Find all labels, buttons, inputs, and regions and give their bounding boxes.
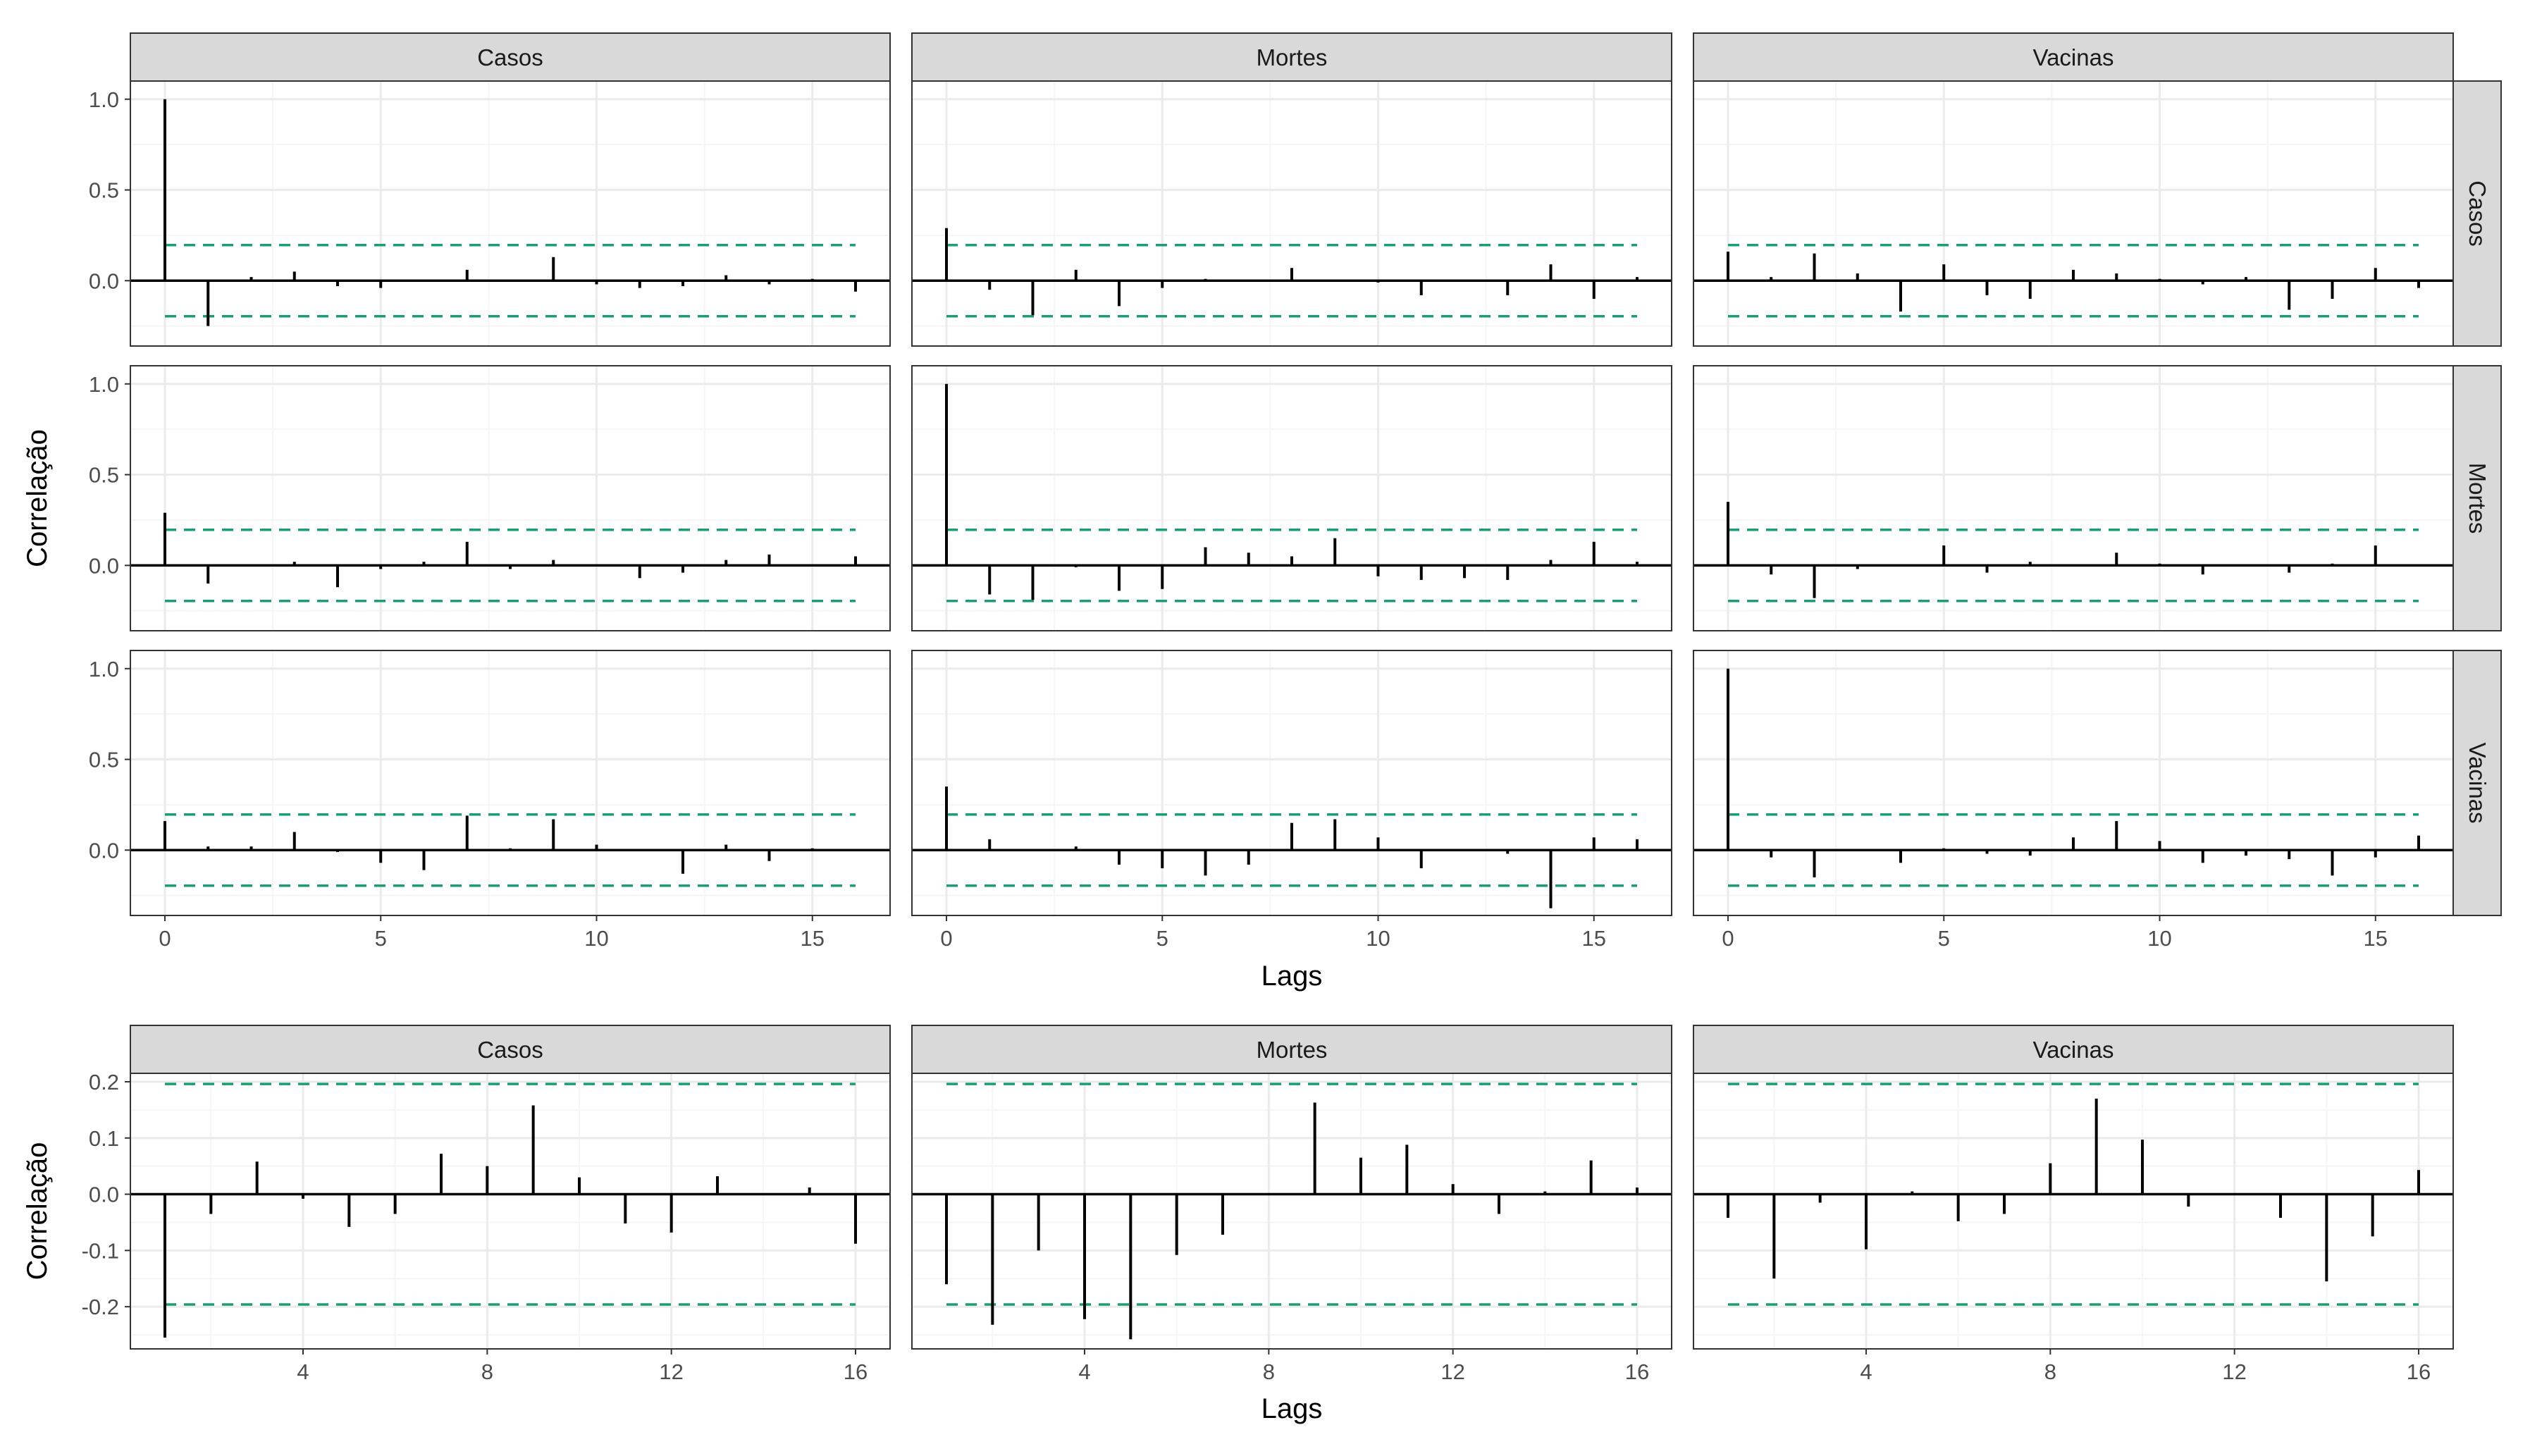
panel-mortes-mortes	[911, 365, 1672, 631]
panel-border	[911, 365, 1672, 631]
panel-border	[130, 80, 891, 347]
panel-border	[1693, 1073, 2454, 1350]
x-tick-label: 0	[1722, 926, 1734, 951]
y-axis-title: Correlação	[22, 429, 53, 567]
y-tick-label: 0.0	[89, 553, 119, 578]
x-tick-label: 10	[2147, 926, 2171, 951]
ccf-facet-grid: Casos Mortes Vacinas Casos Mortes Vacinas 0.0 0…	[22, 32, 2502, 992]
y-tick-label: 0.5	[89, 748, 119, 772]
x-tick-label: 16	[844, 1359, 868, 1384]
panel-border	[1693, 365, 2454, 631]
x-axis-title: Lags	[1261, 1393, 1323, 1424]
y-tick-label: 0.0	[89, 269, 119, 293]
panel-casos-vacinas	[1693, 80, 2454, 347]
x-tick-label: 0	[940, 926, 952, 951]
panel-background	[912, 650, 1672, 915]
x-tick-label: 16	[1625, 1359, 1649, 1384]
x-axis-title: Lags	[1261, 961, 1323, 992]
y-tick-label: 0.5	[89, 463, 119, 488]
x-tick-label: 10	[584, 926, 608, 951]
panel-background	[912, 81, 1672, 346]
panel-background	[130, 366, 890, 631]
panel-mortes-casos	[130, 365, 891, 631]
col-strip-label: Mortes	[1257, 44, 1328, 70]
y-tick-label: 1.0	[89, 657, 119, 681]
y-tick-label: 0.0	[89, 838, 119, 863]
x-tick-label: 8	[2044, 1359, 2056, 1384]
col-strip-label: Vacinas	[2033, 1037, 2114, 1063]
y-tick-label: 1.0	[89, 372, 119, 397]
panel-vacinas-mortes	[911, 650, 1672, 916]
col-strip-label: Mortes	[1257, 1037, 1328, 1063]
row-strip-casos	[2452, 80, 2502, 347]
panel-background	[912, 366, 1672, 631]
panel-vacinas-casos	[130, 650, 891, 916]
panel-mortes-vacinas	[1693, 365, 2454, 631]
panel-border	[911, 1073, 1672, 1350]
x-tick-label: 5	[375, 926, 387, 951]
panel-border	[130, 650, 891, 916]
panel-background	[1693, 366, 2453, 631]
x-tick-label: 12	[1440, 1359, 1464, 1384]
x-tick-label: 0	[159, 926, 171, 951]
col-strip-label: Vacinas	[2033, 44, 2114, 70]
x-tick-label: 10	[1366, 926, 1390, 951]
x-tick-label: 4	[1860, 1359, 1872, 1384]
panel-casos-casos	[130, 80, 891, 347]
panel-vacinas	[1693, 1073, 2454, 1350]
panel-casos-mortes	[911, 80, 1672, 347]
y-tick-label: 0.1	[89, 1126, 119, 1151]
y-tick-label: -0.1	[82, 1238, 119, 1263]
panel-background	[1693, 81, 2453, 346]
panel-border	[130, 1073, 891, 1350]
panel-border	[911, 80, 1672, 347]
panel-background	[1693, 650, 2453, 915]
x-tick-label: 4	[1078, 1359, 1090, 1384]
col-strip-casos	[130, 1025, 891, 1074]
panel-vacinas-vacinas	[1693, 650, 2454, 916]
x-tick-label: 5	[1156, 926, 1168, 951]
x-tick-label: 15	[1582, 926, 1606, 951]
x-tick-label: 16	[2407, 1359, 2431, 1384]
panel-background	[130, 650, 890, 915]
panel-border	[1693, 650, 2454, 916]
col-strip-vacinas	[1693, 1025, 2454, 1074]
x-tick-label: 15	[2364, 926, 2388, 951]
col-strip-mortes	[911, 32, 1672, 82]
col-strip-vacinas	[1693, 32, 2454, 82]
row-strip-label: Vacinas	[2464, 743, 2491, 824]
col-strip-label: Casos	[477, 44, 543, 70]
y-tick-label: 0.5	[89, 178, 119, 203]
col-strip-casos	[130, 32, 891, 82]
y-tick-label: -0.2	[82, 1295, 119, 1319]
row-strip-label: Casos	[2464, 180, 2491, 247]
row-strip-mortes	[2452, 365, 2502, 631]
row-strip-label: Mortes	[2464, 463, 2491, 534]
panel-border	[1693, 80, 2454, 347]
col-strip-mortes	[911, 1025, 1672, 1074]
x-tick-label: 15	[801, 926, 825, 951]
y-tick-label: 1.0	[89, 87, 119, 112]
y-tick-label: 0.0	[89, 1183, 119, 1207]
x-tick-label: 12	[2222, 1359, 2246, 1384]
x-tick-label: 12	[659, 1359, 683, 1384]
pacf-facet-row: Casos Mortes Vacinas -0.2 -0.1 0.0 0.1 0.2 4 8 12 1…	[22, 1025, 2454, 1424]
row-strip-vacinas	[2452, 650, 2502, 916]
x-tick-label: 4	[297, 1359, 309, 1384]
panel-mortes	[911, 1073, 1672, 1350]
x-tick-label: 8	[1263, 1359, 1275, 1384]
y-tick-label: 0.2	[89, 1070, 119, 1094]
x-tick-label: 8	[481, 1359, 493, 1384]
col-strip-label: Casos	[477, 1037, 543, 1063]
panel-background	[130, 81, 890, 346]
panel-casos	[130, 1073, 891, 1350]
x-tick-label: 5	[1938, 926, 1950, 951]
panel-border	[911, 650, 1672, 916]
y-axis-title: Correlação	[22, 1142, 53, 1281]
panel-border	[130, 365, 891, 631]
